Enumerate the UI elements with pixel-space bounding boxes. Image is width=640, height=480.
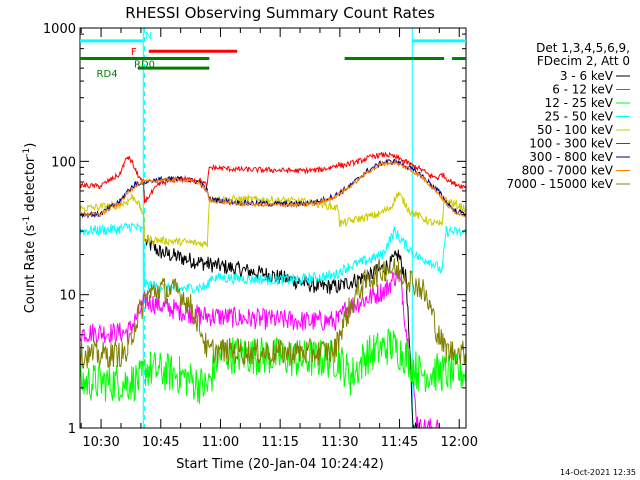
series-line-3 [79, 222, 467, 294]
series-line-0 [145, 235, 419, 429]
legend-label-0: 3 - 6 keV [560, 69, 614, 83]
x-tick-label-4: 11:30 [321, 435, 358, 450]
legend: Det 1,3,4,5,6,9, FDecim 2, Att 0 3 - 6 k… [506, 41, 630, 191]
x-tick-label-0: 10:30 [82, 435, 119, 450]
legend-label-3: 25 - 50 keV [545, 110, 614, 124]
x-tick-label-5: 11:45 [381, 435, 418, 450]
legend-header-line-2: FDecim 2, Att 0 [537, 54, 630, 68]
series-line-5 [79, 151, 467, 204]
flag-label-rd4: RD4 [97, 69, 118, 80]
legend-label-7: 800 - 7000 keV [522, 164, 614, 178]
flag-bars: NF RD0 RD4 [80, 31, 466, 80]
x-tick-label-6: 12:00 [441, 435, 478, 450]
plot-area [79, 28, 467, 430]
flag-label-n: N [145, 31, 152, 42]
chart-title: RHESSI Observing Summary Count Rates [125, 4, 435, 22]
y-axis-label: Count Rate (s-1 detector-1) [22, 143, 38, 314]
legend-label-6: 300 - 800 keV [529, 150, 613, 164]
x-tick-label-3: 11:15 [261, 435, 298, 450]
legend-label-8: 7000 - 15000 keV [506, 177, 613, 191]
plot-frame [79, 27, 467, 429]
x-tick-label-1: 10:45 [142, 435, 179, 450]
y-tick-label-2: 100 [51, 155, 76, 170]
footer-timestamp: 14-Oct-2021 12:35 [560, 468, 636, 477]
series-line-4 [79, 191, 467, 248]
x-tick-label-2: 11:00 [202, 435, 239, 450]
x-axis-label: Start Time (20-Jan-04 10:24:42) [176, 457, 384, 472]
legend-label-1: 6 - 12 keV [552, 83, 614, 97]
y-tick-label-3: 1000 [43, 22, 76, 37]
legend-label-2: 12 - 25 keV [545, 96, 614, 110]
flag-label-rd0: RD0 [134, 60, 155, 71]
legend-label-5: 100 - 300 keV [529, 137, 613, 151]
legend-label-4: 50 - 100 keV [537, 123, 614, 137]
series-line-8 [79, 258, 467, 369]
flag-label-f: F [131, 47, 137, 58]
series-line-7 [79, 159, 467, 218]
axes: 1 10 100 1000 10:30 10:45 11:00 11:15 11:30 11:45… [43, 22, 478, 450]
y-tick-label-1: 10 [59, 289, 76, 304]
series-line-1 [79, 266, 439, 430]
legend-header-line-1: Det 1,3,4,5,6,9, [536, 41, 630, 55]
y-tick-label-0: 1 [68, 422, 76, 437]
